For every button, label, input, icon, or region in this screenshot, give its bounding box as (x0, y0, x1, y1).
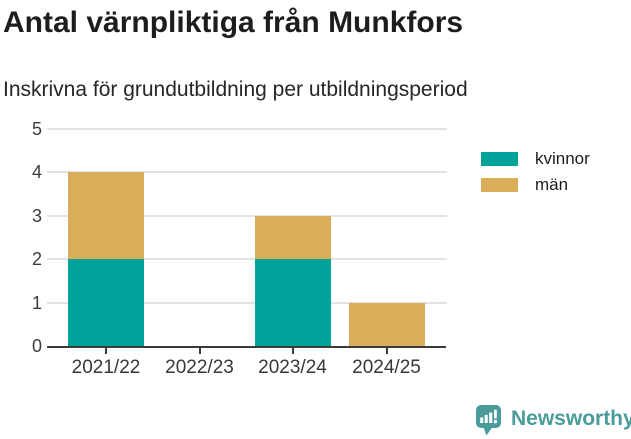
brand-name: Newsworthy (511, 407, 631, 430)
bar-chart-speech-bubble-icon (476, 405, 501, 436)
bar-segment-män-2021/22 (68, 172, 144, 260)
newsworthy-logo: Newsworthy (476, 405, 631, 437)
bar-segment-kvinnor-2023/24 (254, 259, 331, 346)
gridline-3 (47, 214, 447, 217)
legend-label-kvinnor: kvinnor (535, 148, 590, 168)
chart-title: Antal värnpliktiga från Munkfors (3, 6, 464, 39)
x-tick-label-2024/25: 2024/25 (352, 357, 421, 378)
x-tick-2024/25 (385, 348, 388, 354)
gridline-2 (47, 258, 447, 261)
x-axis-labels: 2021/22 2022/23 2023/24 2024/25 (47, 357, 447, 381)
y-tick-label-4: 4 (31, 162, 42, 183)
bar-segment-kvinnor-2021/22 (68, 259, 144, 346)
x-tick-2021/22 (105, 348, 107, 354)
y-tick-label-0: 0 (31, 336, 42, 356)
legend-item-man: män (481, 174, 590, 194)
gridline-5 (47, 128, 447, 130)
x-tick-label-2023/24: 2023/24 (258, 357, 327, 378)
legend-label-man: män (535, 174, 569, 194)
y-tick-label-2: 2 (31, 249, 42, 270)
y-tick-label-3: 3 (31, 205, 42, 226)
x-tick-label-2022/23: 2022/23 (165, 357, 234, 378)
legend-swatch-man (481, 177, 518, 192)
legend-item-kvinnor: kvinnor (481, 148, 590, 168)
bar-segment-män-2024/25 (348, 302, 425, 346)
legend: kvinnor män (481, 148, 590, 194)
gridline-1 (47, 301, 447, 304)
bar-segment-män-2023/24 (254, 215, 331, 260)
plot-area (47, 128, 447, 354)
x-tick-2023/24 (291, 348, 294, 354)
x-tick-2022/23 (198, 348, 201, 354)
legend-swatch-kvinnor (481, 151, 518, 166)
x-tick-label-2021/22: 2021/22 (71, 357, 141, 378)
y-axis-labels: 0 1 2 3 4 5 (4, 119, 42, 356)
x-axis-line (47, 346, 446, 348)
y-tick-label-5: 5 (31, 119, 42, 139)
gridline-4 (47, 171, 447, 174)
chart-subtitle: Inskrivna för grundutbildning per utbild… (3, 78, 468, 101)
y-tick-label-1: 1 (31, 292, 42, 313)
